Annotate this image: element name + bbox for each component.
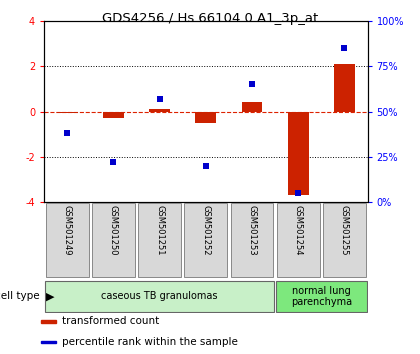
- FancyBboxPatch shape: [138, 202, 181, 277]
- FancyBboxPatch shape: [184, 202, 227, 277]
- Bar: [241, 103, 262, 112]
- FancyBboxPatch shape: [323, 202, 366, 277]
- Text: normal lung
parenchyma: normal lung parenchyma: [291, 286, 352, 307]
- Text: GSM501250: GSM501250: [109, 205, 118, 255]
- Bar: [41, 320, 56, 322]
- Bar: [195, 112, 216, 123]
- FancyBboxPatch shape: [277, 202, 320, 277]
- Text: cell type: cell type: [0, 291, 40, 302]
- Text: ▶: ▶: [46, 291, 55, 302]
- FancyBboxPatch shape: [45, 281, 274, 312]
- Bar: [288, 112, 309, 195]
- Bar: [149, 109, 170, 112]
- Text: GSM501252: GSM501252: [201, 205, 210, 255]
- FancyBboxPatch shape: [92, 202, 135, 277]
- Text: GSM501254: GSM501254: [294, 205, 303, 255]
- Bar: [57, 112, 78, 113]
- Text: GSM501255: GSM501255: [340, 205, 349, 255]
- Text: GSM501253: GSM501253: [247, 205, 257, 256]
- Text: GSM501249: GSM501249: [63, 205, 72, 255]
- Text: percentile rank within the sample: percentile rank within the sample: [62, 337, 238, 347]
- Bar: [334, 64, 355, 112]
- Text: GSM501251: GSM501251: [155, 205, 164, 255]
- FancyBboxPatch shape: [276, 281, 367, 312]
- FancyBboxPatch shape: [46, 202, 89, 277]
- Bar: [103, 112, 124, 118]
- FancyBboxPatch shape: [231, 202, 273, 277]
- Text: caseous TB granulomas: caseous TB granulomas: [101, 291, 218, 302]
- Bar: [41, 341, 56, 343]
- Text: GDS4256 / Hs.66104.0.A1_3p_at: GDS4256 / Hs.66104.0.A1_3p_at: [102, 12, 318, 25]
- Text: transformed count: transformed count: [62, 316, 159, 326]
